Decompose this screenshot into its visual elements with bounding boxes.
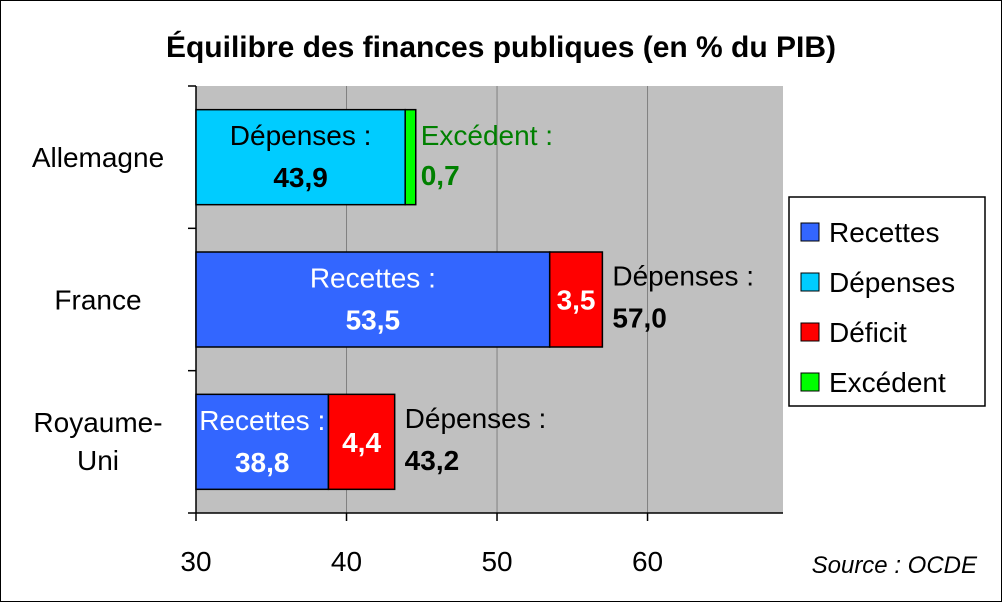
data-label-title: Dépenses : xyxy=(230,120,372,151)
x-tick-label: 40 xyxy=(331,546,362,577)
x-tick-label: 30 xyxy=(180,546,211,577)
category-label: France xyxy=(54,285,141,316)
legend-label: Dépenses xyxy=(829,267,955,298)
bar-segment xyxy=(327,393,396,491)
legend-swatch xyxy=(800,272,820,292)
legend-swatch xyxy=(800,322,820,342)
legend-label: Déficit xyxy=(829,317,907,348)
x-tick-label: 60 xyxy=(632,546,663,577)
x-tick-label: 50 xyxy=(481,546,512,577)
legend-label: Excédent xyxy=(829,367,946,398)
legend-swatch xyxy=(800,372,820,392)
data-label-title: Excédent : xyxy=(421,120,553,151)
legend-swatch xyxy=(800,222,820,242)
data-label-value: 38,8 xyxy=(235,447,290,478)
bar-segment xyxy=(404,108,417,206)
bar-segment xyxy=(195,251,551,348)
category-label: Royaume- xyxy=(33,407,162,438)
source-note: Source : OCDE xyxy=(812,552,978,579)
data-label-value: 53,5 xyxy=(346,305,401,336)
data-label-value: 0,7 xyxy=(421,160,460,191)
legend: Recettes Dépenses Déficit Excédent xyxy=(788,196,986,407)
data-label-value: 43,9 xyxy=(273,162,328,193)
total-label-title: Dépenses : xyxy=(612,261,754,292)
legend-box xyxy=(788,196,986,407)
plot-area: 30 40 50 60 Allemagne Dépenses : 43,9 Excédent … xyxy=(32,85,783,577)
bar-segment xyxy=(195,108,406,206)
data-label-title: Recettes : xyxy=(199,405,325,436)
bar-segment xyxy=(195,393,330,491)
legend-label: Recettes xyxy=(829,217,940,248)
total-label-value: 57,0 xyxy=(612,303,667,334)
category-label: Uni xyxy=(77,445,119,476)
data-label-value: 3,5 xyxy=(557,285,596,316)
bar-segment xyxy=(548,251,604,348)
data-label-value: 4,4 xyxy=(342,427,381,458)
chart-title: Équilibre des finances publiques (en % d… xyxy=(166,30,836,64)
total-label-title: Dépenses : xyxy=(405,403,547,434)
data-label-title: Recettes : xyxy=(310,263,436,294)
total-label-value: 43,2 xyxy=(405,445,460,476)
category-label: Allemagne xyxy=(32,142,164,173)
